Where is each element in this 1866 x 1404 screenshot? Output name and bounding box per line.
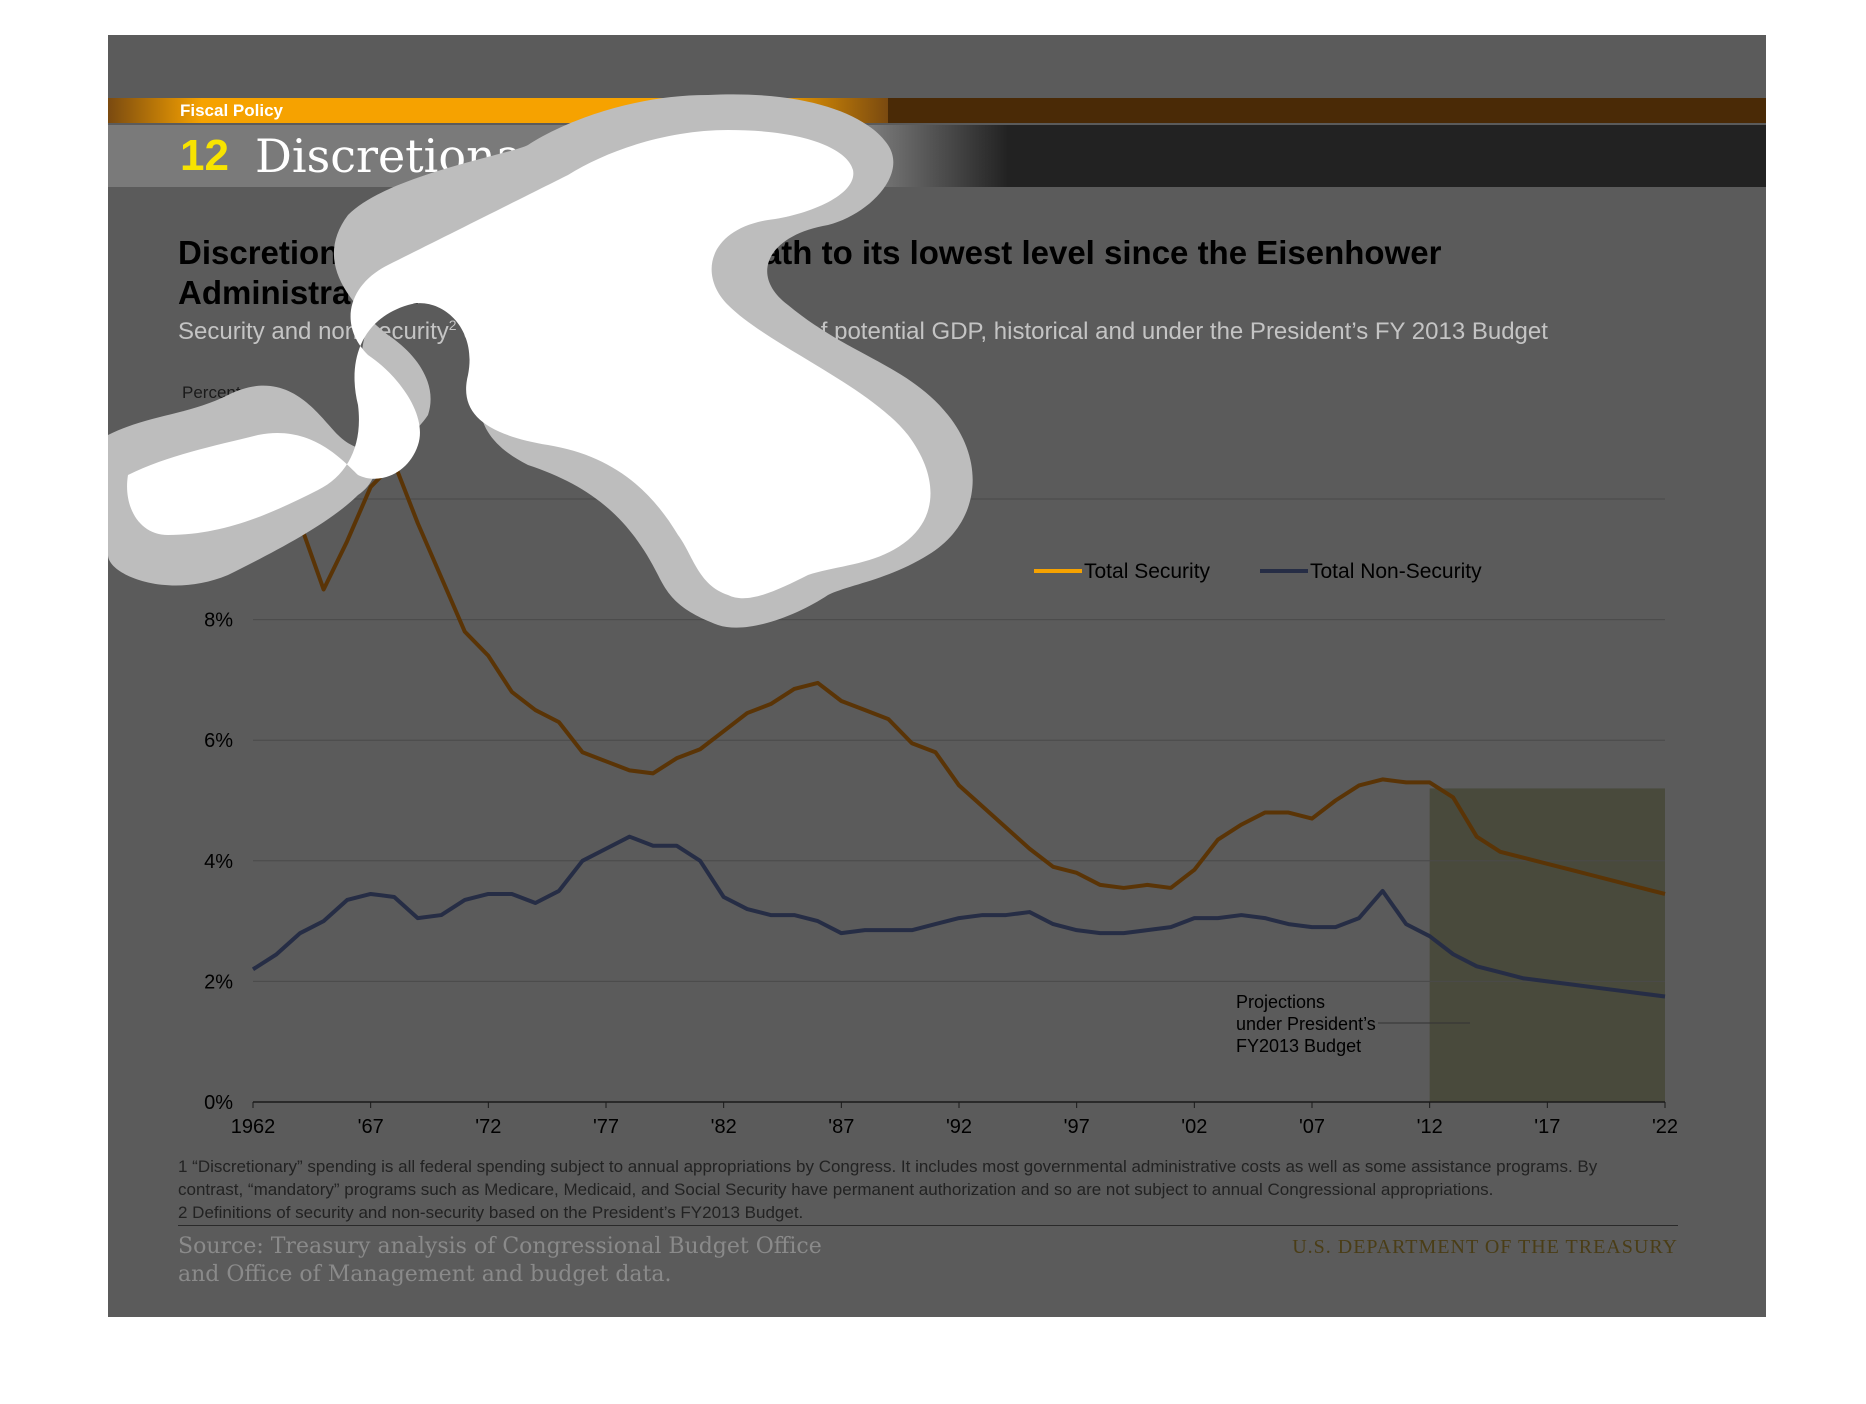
y-tick-label: 2% [204,971,233,993]
projection-label-line: FY2013 Budget [1236,1036,1361,1056]
legend-label: Total Non-Security [1310,560,1482,583]
projection-region [1429,788,1665,1102]
x-tick-label: '77 [593,1116,619,1138]
x-tick-label: '22 [1652,1116,1678,1138]
x-tick-label: 1962 [231,1116,276,1138]
series-line-total-non-security [251,834,1666,999]
agency-name: U.S. DEPARTMENT OF THE TREASURY [1292,1236,1678,1258]
y-tick-label: 0% [204,1092,233,1114]
y-axis-label-line: Percent of [182,383,260,402]
legend-label: Total Security [1084,560,1211,583]
x-tick-label: '92 [946,1116,972,1138]
x-tick-label: '02 [1181,1116,1207,1138]
x-tick-label: '82 [711,1116,737,1138]
x-tick-label: '12 [1417,1116,1443,1138]
y-tick-label: 8% [204,610,233,632]
projection-label-line: Projections [1236,992,1325,1012]
source-note: Source: Treasury analysis of Congression… [178,1233,822,1289]
series-line-total-security [251,460,1666,896]
projection-label-line: under President’s [1236,1014,1376,1034]
x-tick-label: '97 [1064,1116,1090,1138]
source-line: and Office of Management and budget data… [178,1262,672,1287]
y-tick-label: 6% [204,730,233,752]
y-axis-label-line: potential GDP [182,405,288,424]
footnote-line: 1 “Discretionary” spending is all federa… [178,1157,1598,1176]
x-tick-label: '87 [828,1116,854,1138]
source-line: Source: Treasury analysis of Congression… [178,1234,822,1259]
y-tick-label: 4% [204,851,233,873]
x-tick-label: '67 [358,1116,384,1138]
slide: Fiscal Policy 12 Discretionary Spending1… [108,35,1766,1317]
x-tick-label: '17 [1534,1116,1560,1138]
footnote-line: contrast, “mandatory” programs such as M… [178,1180,1494,1199]
footer-rule [178,1225,1678,1226]
x-tick-label: '72 [475,1116,501,1138]
x-tick-label: '07 [1299,1116,1325,1138]
y-tick-label: 10% [193,489,233,511]
footnote-line: 2 Definitions of security and non-securi… [178,1203,804,1222]
footnotes: 1 “Discretionary” spending is all federa… [178,1155,1766,1224]
